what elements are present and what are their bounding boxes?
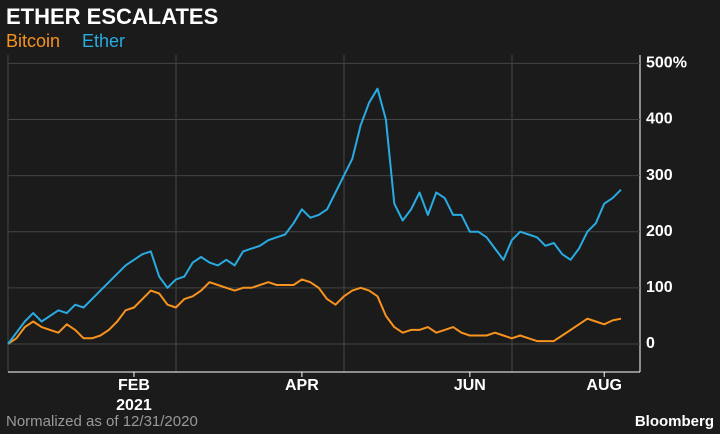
- x-tick-label: APR: [285, 377, 319, 394]
- y-tick-label: 0: [646, 335, 655, 352]
- x-tick-label: FEB: [118, 377, 150, 394]
- source: Bloomberg: [635, 413, 714, 430]
- footnote: Normalized as of 12/31/2020: [6, 413, 198, 430]
- y-tick-label: 300: [646, 167, 673, 184]
- chart-title: ETHER ESCALATES: [6, 4, 218, 29]
- x-tick-label: AUG: [586, 377, 622, 394]
- y-tick-label: 100: [646, 279, 673, 296]
- line-series: [7, 278, 622, 345]
- legend-entry: Bitcoin: [6, 31, 60, 51]
- legend-entry: Ether: [82, 31, 125, 51]
- x-year-label: 2021: [116, 397, 152, 414]
- line-series: [7, 87, 622, 345]
- y-tick-label: 400: [646, 111, 673, 128]
- y-tick-label: 500%: [646, 55, 687, 72]
- x-tick-label: JUN: [454, 377, 486, 394]
- y-tick-label: 200: [646, 223, 673, 240]
